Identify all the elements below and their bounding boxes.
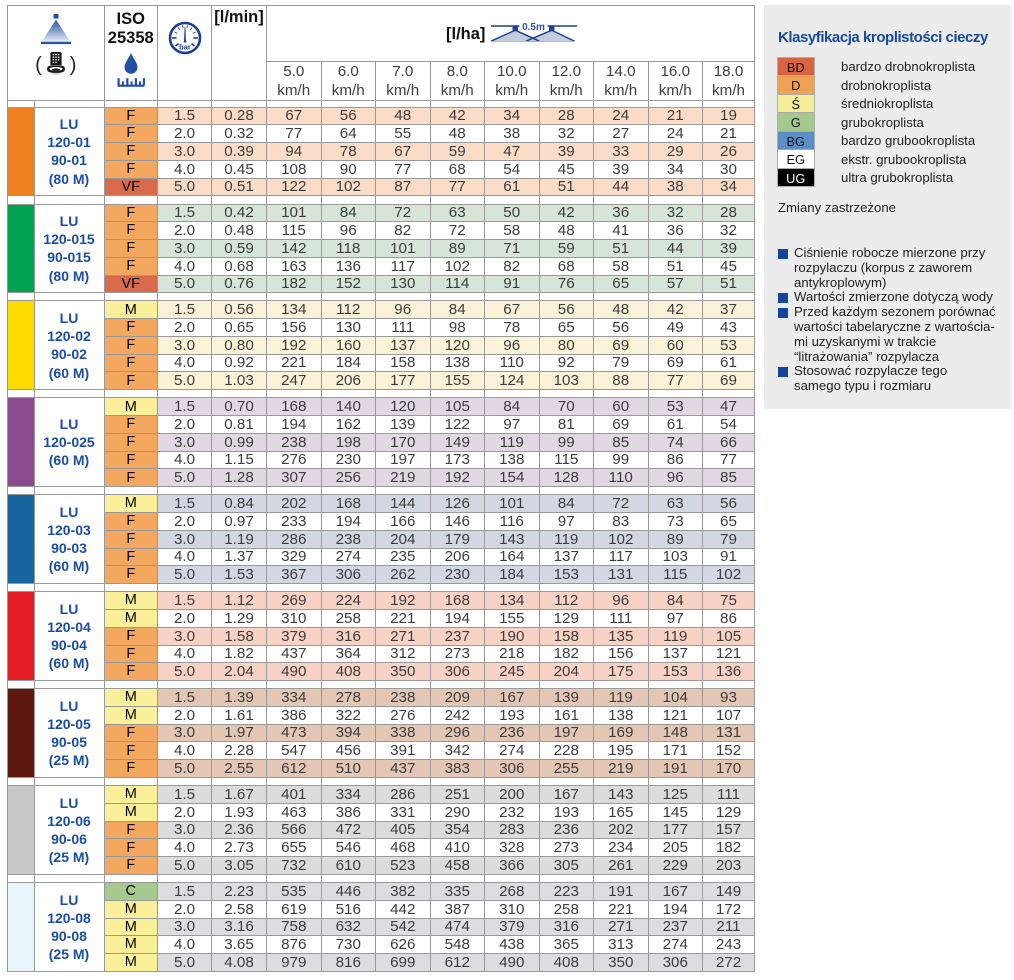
svg-text:0.5m: 0.5m xyxy=(523,22,546,33)
svg-text:bar: bar xyxy=(179,43,191,52)
